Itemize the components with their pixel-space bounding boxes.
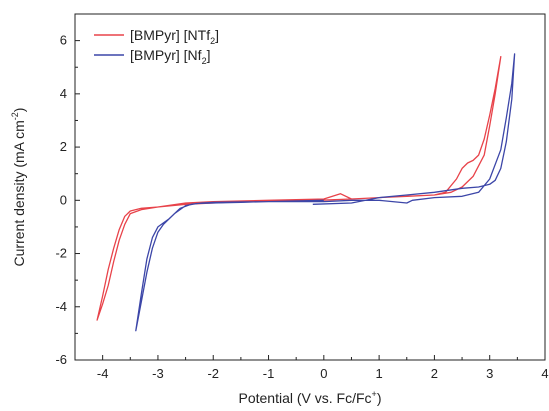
x-tick-label: -2 bbox=[207, 366, 219, 381]
y-tick-label: -4 bbox=[55, 299, 67, 314]
plot-frame bbox=[74, 13, 546, 361]
x-tick-label: -3 bbox=[152, 366, 164, 381]
y-tick-label: 2 bbox=[60, 139, 67, 154]
x-axis-label: Potential (V vs. Fc/Fc+) bbox=[239, 389, 382, 406]
y-tick-label: 4 bbox=[60, 86, 67, 101]
y-tick-label: -6 bbox=[55, 352, 67, 367]
x-tick-label: -4 bbox=[97, 366, 109, 381]
x-tick-label: 1 bbox=[376, 366, 383, 381]
series-layer bbox=[96, 53, 516, 332]
y-tick-label: -2 bbox=[55, 246, 67, 261]
ticks-layer: -4 -3 -2 -1 0 1 2 3 4 -6 -4 -2 0 2 4 6 bbox=[55, 13, 549, 381]
legend: [BMPyr] [NTf2] [BMPyr] [Nf2] bbox=[94, 27, 219, 66]
x-tick-label: -1 bbox=[263, 366, 275, 381]
x-tick-label: 2 bbox=[431, 366, 438, 381]
x-tick-label: 4 bbox=[541, 366, 548, 381]
y-tick-label: 6 bbox=[60, 33, 67, 48]
x-tick-label: 0 bbox=[320, 366, 327, 381]
series-line-1 bbox=[135, 53, 516, 332]
legend-label-ntf2: [BMPyr] [NTf2] bbox=[130, 27, 219, 46]
series-line-0 bbox=[96, 55, 502, 321]
y-axis-label: Current density (mA cm-2) bbox=[10, 108, 27, 267]
legend-label-nf2: [BMPyr] [Nf2] bbox=[130, 47, 210, 66]
y-tick-label: 0 bbox=[60, 192, 67, 207]
x-tick-label: 3 bbox=[486, 366, 493, 381]
